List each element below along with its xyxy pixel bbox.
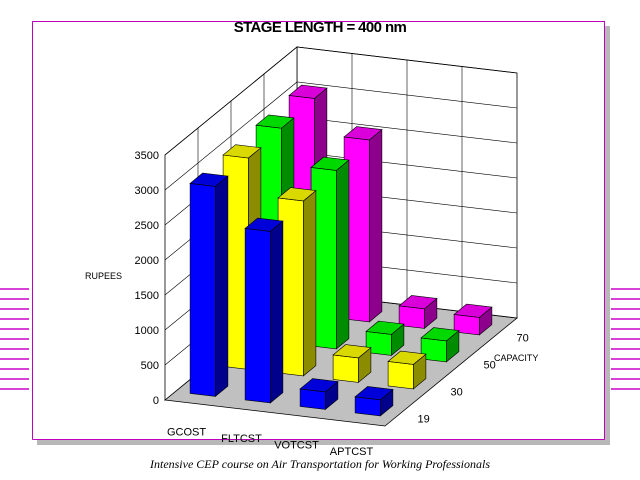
gridline-value	[164, 81, 518, 191]
value-axis-tick-label: 500	[141, 360, 159, 372]
bar	[343, 126, 383, 323]
bar-side-face	[303, 189, 317, 377]
bar-top-face	[354, 386, 394, 401]
bar-front-face	[189, 183, 216, 397]
bar	[453, 303, 493, 336]
category-tick-label: GCOST	[167, 426, 206, 438]
bar-side-face	[215, 175, 229, 398]
bar	[398, 295, 438, 330]
value-axis-ticks: 0 500 1000 1500 2000 2500 3000 3500	[135, 150, 159, 407]
bar-top-face	[288, 84, 328, 99]
bar-top-face	[343, 126, 383, 141]
bar-side-face	[369, 128, 383, 323]
value-axis-tick-label: 1000	[135, 325, 159, 337]
bar-front-face	[244, 228, 271, 404]
gridline-value	[164, 46, 518, 156]
bar	[310, 156, 350, 350]
depth-tick-label: 19	[418, 414, 430, 426]
category-tick-label: VOTCST	[274, 439, 319, 451]
bar	[365, 320, 405, 357]
left-stripes-decoration	[0, 288, 29, 390]
value-axis-tick-label: 0	[153, 395, 159, 407]
bar-top-face	[453, 303, 493, 318]
value-axis-tick-label: 3000	[135, 185, 159, 197]
bar-front-face	[299, 388, 326, 410]
depth-tick-label: 70	[517, 333, 529, 345]
bar-top-face	[255, 114, 295, 129]
bar	[332, 344, 372, 384]
category-axis-labels: GCOST FLTCST VOTCST APTCST	[167, 426, 374, 458]
value-axis-tick-label: 1500	[135, 290, 159, 302]
depth-axis-labels: 19 30 50 70	[418, 333, 529, 426]
bar-top-face	[398, 295, 438, 310]
bar	[299, 378, 339, 411]
bar	[244, 217, 284, 404]
depth-tick-label: 50	[484, 360, 496, 372]
bar	[189, 172, 229, 398]
bar	[277, 187, 317, 377]
bar	[420, 327, 460, 363]
depth-tick-label: 30	[451, 387, 463, 399]
bar-side-face	[336, 159, 350, 350]
bar	[354, 386, 394, 417]
bar-top-face	[189, 172, 229, 187]
bar-top-face	[310, 156, 350, 171]
depth-axis-title: CAPACITY	[494, 353, 538, 363]
value-axis-title: RUPEES	[85, 271, 122, 281]
bar-top-face	[387, 350, 427, 365]
bar-top-face	[365, 320, 405, 335]
bar-front-face	[332, 354, 359, 383]
bar	[387, 350, 427, 390]
bar-top-face	[420, 327, 460, 342]
category-tick-label: APTCST	[330, 446, 374, 458]
bar-top-face	[244, 217, 284, 232]
bar-top-face	[277, 187, 317, 202]
bar-front-face	[354, 396, 381, 417]
value-axis-tick-label: 2500	[135, 220, 159, 232]
page-caption: Intensive CEP course on Air Transportati…	[149, 457, 490, 471]
bar-top-face	[332, 344, 372, 359]
chart-title: STAGE LENGTH = 400 nm	[233, 19, 407, 36]
chart-bars	[189, 84, 493, 417]
bar-top-face	[299, 378, 339, 393]
bar-front-face	[387, 361, 414, 390]
value-axis-tick-label: 2000	[135, 255, 159, 267]
right-stripes-decoration	[611, 288, 640, 390]
bar-side-face	[270, 220, 284, 404]
value-axis-tick-label: 3500	[135, 150, 159, 162]
category-tick-label: FLTCST	[221, 433, 262, 445]
bar-top-face	[222, 144, 262, 159]
